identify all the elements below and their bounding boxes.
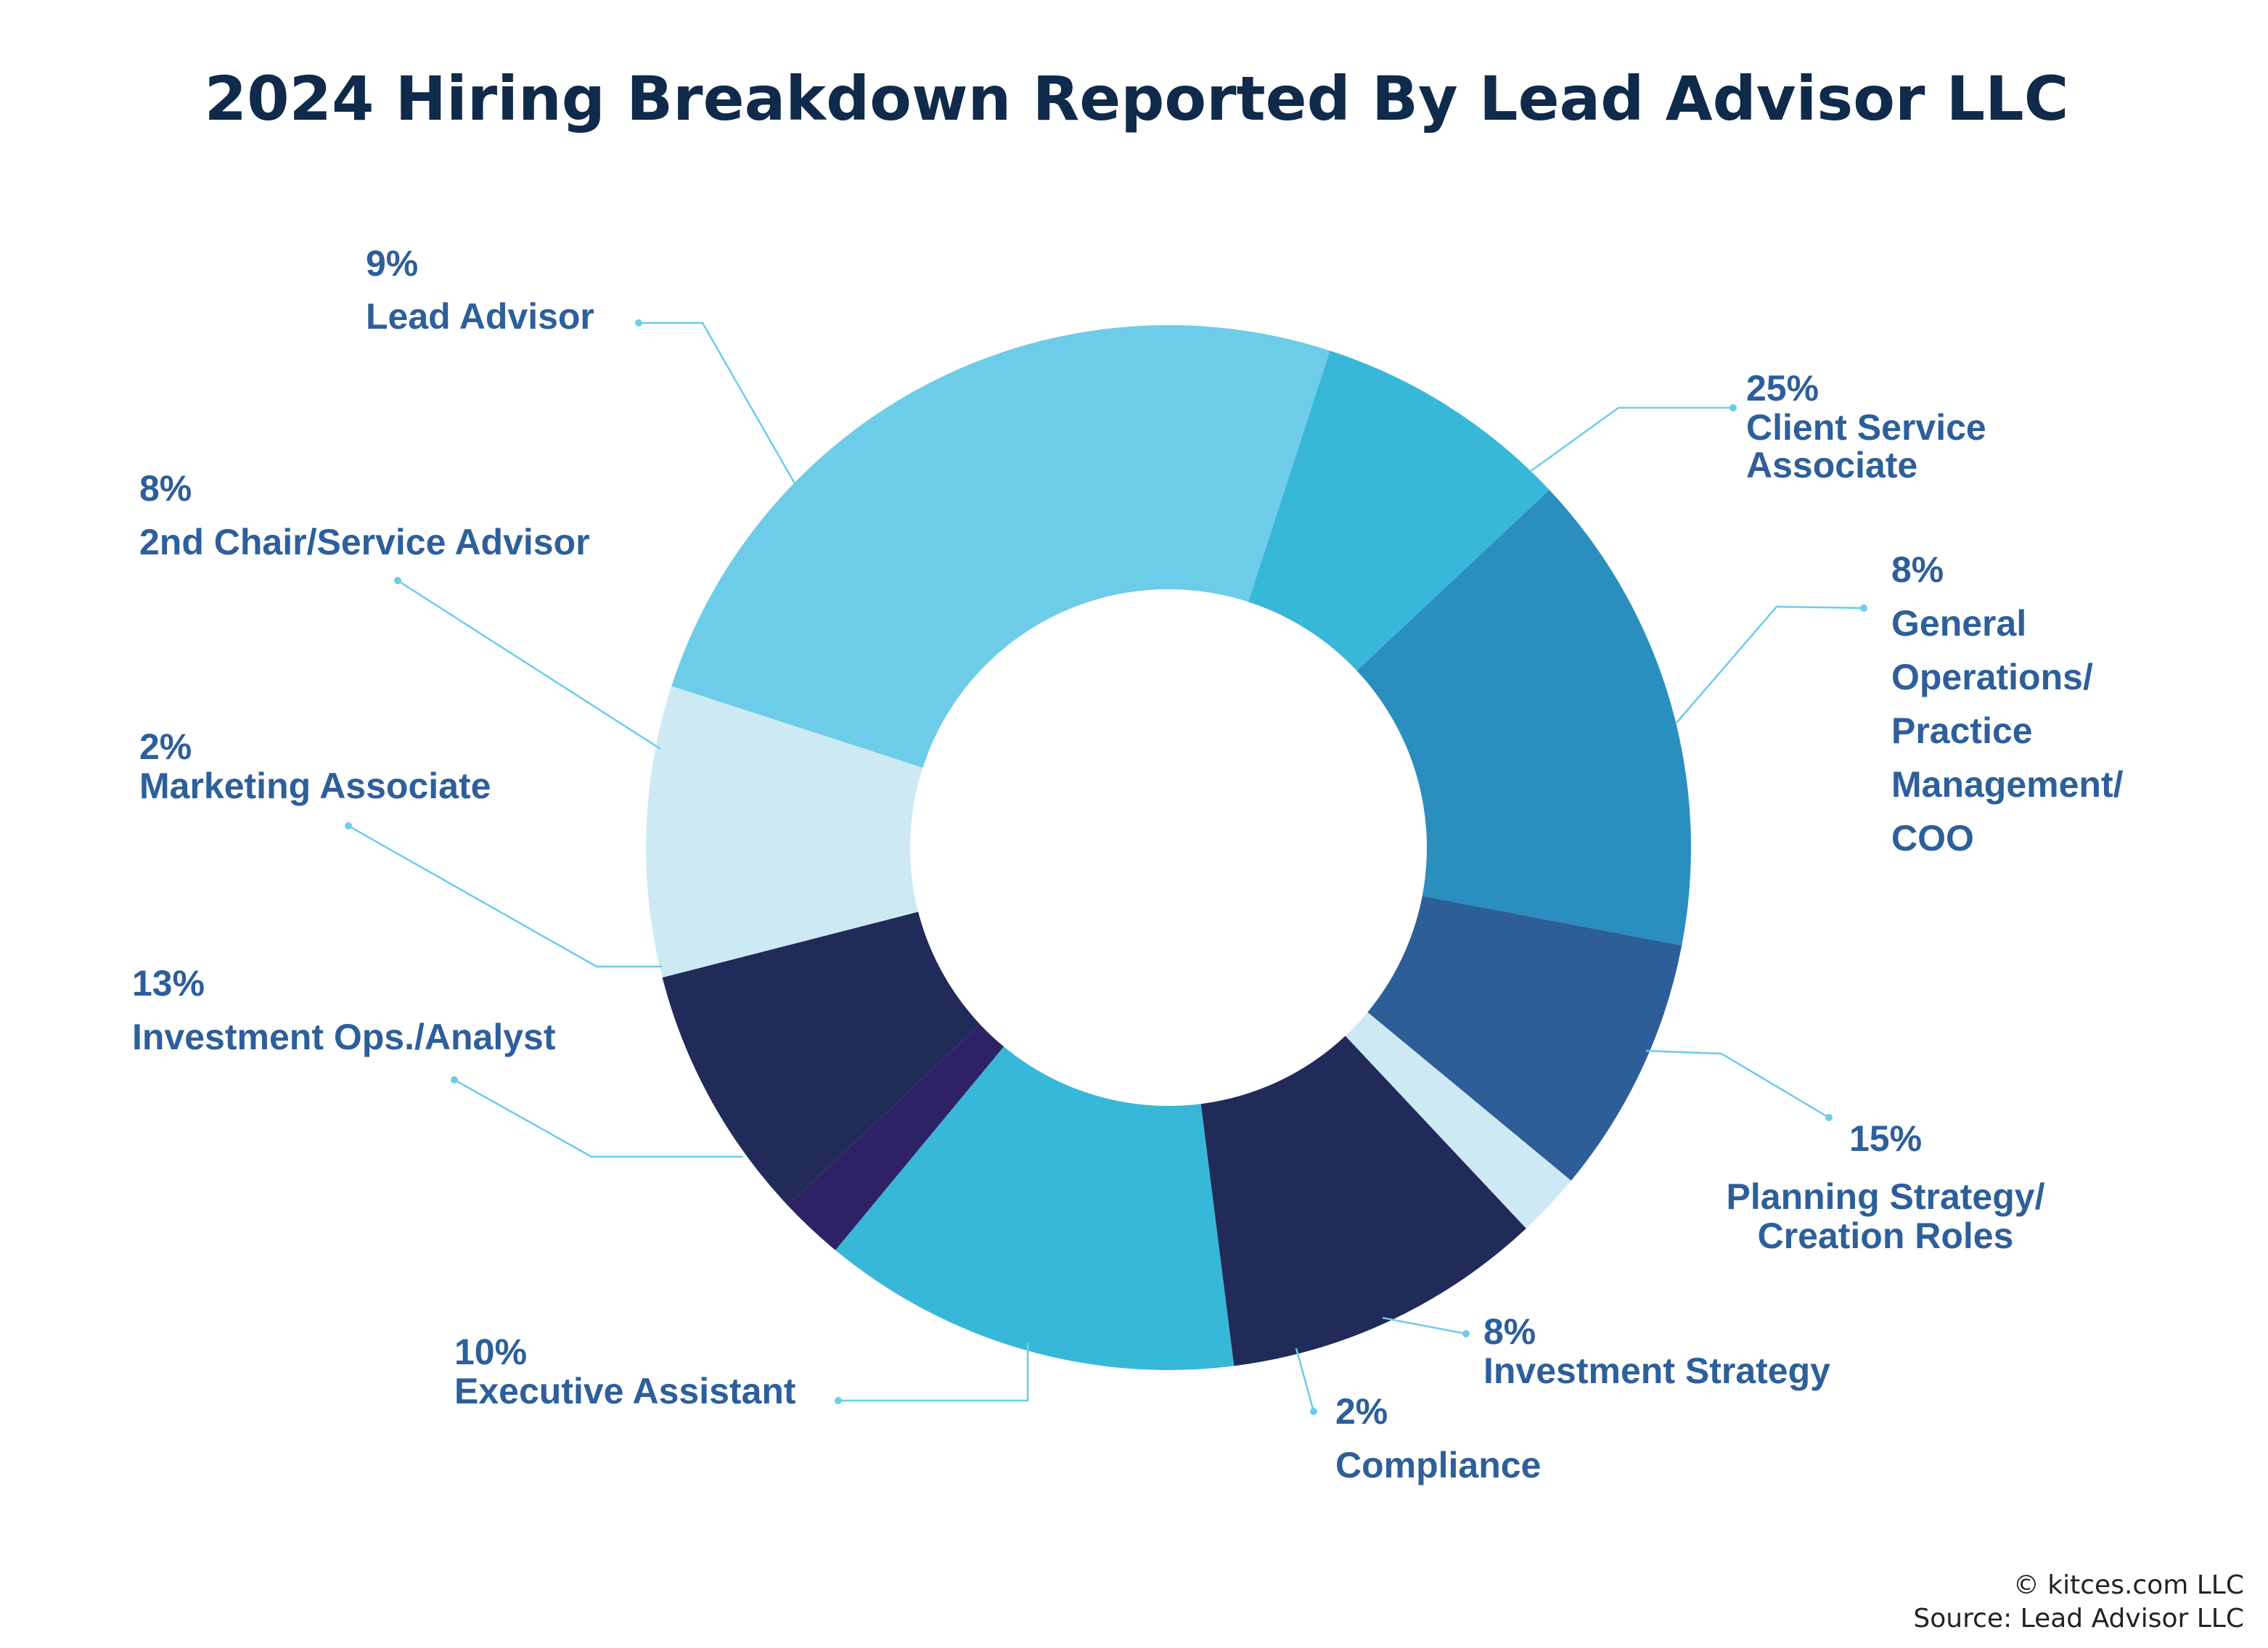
leader-dot-planning xyxy=(1825,1114,1833,1121)
label-marketing-percent: 2% xyxy=(139,726,192,767)
leader-line-client-service xyxy=(1529,406,1733,473)
leader-line-marketing xyxy=(348,824,662,968)
label-investment-strategy-name: Investment Strategy xyxy=(1483,1350,1830,1391)
label-general-ops-line4: Management/ xyxy=(1891,764,2124,805)
leader-dot-investment-ops xyxy=(451,1076,458,1083)
leader-line-general-ops xyxy=(1676,605,1864,723)
label-executive-assistant-name: Executive Assistant xyxy=(454,1371,796,1411)
label-compliance-percent: 2% xyxy=(1335,1391,1388,1432)
label-planning-name-line2: Creation Roles xyxy=(1758,1215,2014,1256)
donut-slices xyxy=(646,325,1691,1371)
label-general-ops-line3: Practice xyxy=(1891,710,2033,751)
leader-dot-marketing xyxy=(345,822,352,829)
label-general-ops-percent: 8% xyxy=(1891,549,1944,590)
donut-slice-marketing-associate xyxy=(787,1024,1004,1250)
leader-dot-client-service xyxy=(1729,404,1737,411)
label-executive-assistant-percent: 10% xyxy=(454,1332,527,1372)
leader-line-investment-ops xyxy=(454,1078,743,1158)
donut-slice-compliance xyxy=(1345,1012,1571,1229)
donut-slice-planning-strategy-creation-roles xyxy=(1356,490,1691,946)
label-lead-advisor-name: Lead Advisor xyxy=(366,296,594,337)
leader-line-investment-strategy xyxy=(1382,1316,1467,1335)
copyright-credit: © kitces.com LLC xyxy=(2013,1570,2244,1600)
label-client-service-line2: Associate xyxy=(1746,445,1917,485)
leader-lines xyxy=(345,319,1867,1415)
leader-line-lead-advisor xyxy=(639,321,797,485)
label-planning-percent: 15% xyxy=(1849,1118,1922,1159)
label-investment-ops-name: Investment Ops./Analyst xyxy=(132,1017,556,1057)
label-general-ops-line5: COO xyxy=(1891,818,1974,858)
label-second-chair-name: 2nd Chair/Service Advisor xyxy=(139,522,590,562)
donut-slice-investment-strategy xyxy=(1367,895,1682,1181)
leader-dot-general-ops xyxy=(1860,604,1867,612)
leader-line-executive-assistant xyxy=(838,1342,1029,1402)
leader-dot-investment-strategy xyxy=(1462,1330,1470,1337)
slice-labels: 9% Lead Advisor 8% 2nd Chair/Service Adv… xyxy=(132,243,2124,1485)
donut-slice-executive-assistant xyxy=(1200,1036,1526,1366)
leader-line-planning xyxy=(1645,1049,1830,1119)
label-general-ops-line2: Operations/ xyxy=(1891,657,2093,697)
label-planning-name-line1: Planning Strategy/ xyxy=(1727,1176,2045,1217)
donut-slice-investment-ops-analyst xyxy=(835,1046,1235,1371)
label-client-service-line1: Client Service xyxy=(1746,407,1986,448)
donut-slice-client-service-associate xyxy=(671,325,1330,768)
donut-slice-general-operations-practice-management-coo xyxy=(1248,350,1549,671)
label-lead-advisor-percent: 9% xyxy=(366,243,418,284)
leader-dot-executive-assistant xyxy=(835,1397,842,1404)
label-compliance-name: Compliance xyxy=(1335,1445,1541,1485)
label-second-chair-percent: 8% xyxy=(139,468,192,509)
donut-slice-2nd-chair-service-advisor xyxy=(662,911,981,1205)
label-general-ops-line1: General xyxy=(1891,603,2026,644)
label-investment-ops-percent: 13% xyxy=(132,963,205,1004)
source-credit: Source: Lead Advisor LLC xyxy=(1913,1604,2244,1633)
leader-dot-lead-advisor xyxy=(635,319,642,327)
leader-line-second-chair xyxy=(397,579,661,750)
donut-slice-lead-advisor xyxy=(646,686,923,978)
leader-dot-compliance xyxy=(1310,1408,1317,1415)
chart-title: 2024 Hiring Breakdown Reported By Lead A… xyxy=(205,63,2069,134)
label-client-service-percent: 25% xyxy=(1746,368,1819,409)
label-investment-strategy-percent: 8% xyxy=(1483,1311,1536,1352)
leader-dot-second-chair xyxy=(394,577,401,584)
leader-line-compliance xyxy=(1295,1348,1315,1412)
label-marketing-name: Marketing Associate xyxy=(139,766,491,806)
